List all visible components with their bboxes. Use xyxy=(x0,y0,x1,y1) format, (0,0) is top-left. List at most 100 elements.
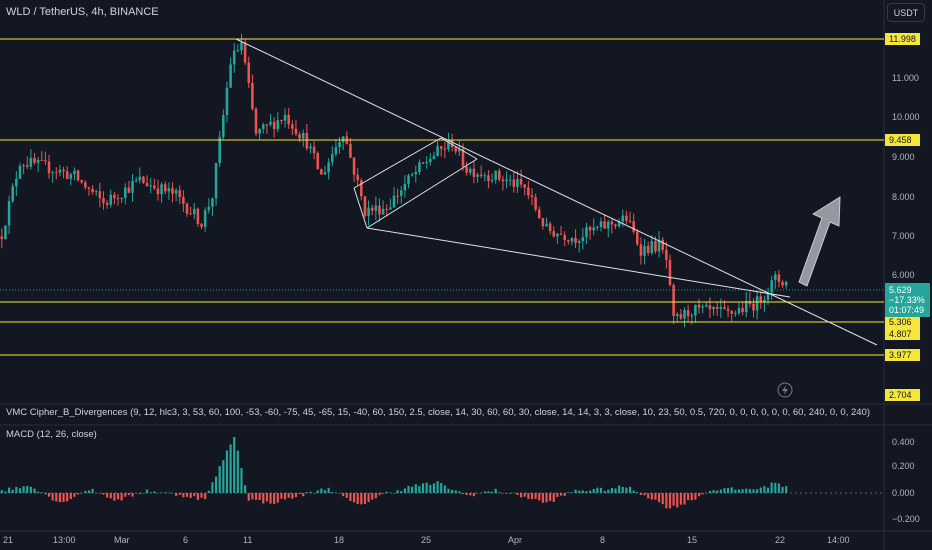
vmc-indicator-label[interactable]: VMC Cipher_B_Divergences (9, 12, hlc3, 3… xyxy=(6,407,870,418)
macd-bar xyxy=(752,489,755,493)
macd-bar xyxy=(520,493,523,498)
macd-bar xyxy=(95,493,98,494)
time-tick: 22 xyxy=(775,535,785,545)
candle-body xyxy=(516,178,519,187)
candle-body xyxy=(69,174,73,179)
macd-bar xyxy=(87,490,91,493)
macd-bar xyxy=(309,491,312,493)
candle-body xyxy=(138,176,142,181)
macd-bar xyxy=(178,493,181,495)
macd-bar xyxy=(716,490,719,493)
candle-body xyxy=(625,215,628,221)
arrow-up-icon xyxy=(798,196,841,287)
candle-body xyxy=(316,153,320,170)
macd-bar xyxy=(632,490,635,493)
candle-body xyxy=(617,221,621,227)
level-label: 4.807 xyxy=(889,329,912,339)
macd-bar xyxy=(657,493,661,503)
macd-bar xyxy=(552,493,555,502)
currency-select-button[interactable]: USDT xyxy=(887,3,925,22)
candle-body xyxy=(694,304,697,316)
macd-histogram xyxy=(0,436,788,509)
macd-bar xyxy=(421,483,425,493)
candle-body xyxy=(225,87,229,116)
macd-indicator-label[interactable]: MACD (12, 26, close) xyxy=(6,429,97,440)
candle-body xyxy=(683,310,686,319)
macd-bar xyxy=(269,493,272,504)
lightning-bolt-icon[interactable] xyxy=(777,382,793,398)
candle-body xyxy=(490,179,494,182)
macd-bar xyxy=(476,493,479,494)
wedge-lower-trendline[interactable] xyxy=(366,227,791,298)
channel-top-edge[interactable] xyxy=(440,137,478,160)
candle-body xyxy=(399,190,403,196)
macd-bar xyxy=(719,489,722,493)
macd-bar xyxy=(411,486,414,493)
time-axis[interactable]: 21 13:00 Mar 6 11 18 25 Apr 8 15 22 14:0… xyxy=(3,535,850,545)
macd-bar xyxy=(639,493,643,496)
macd-bar xyxy=(436,481,439,493)
macd-bar xyxy=(668,493,672,509)
candle-body xyxy=(548,223,552,232)
macd-bar xyxy=(505,493,508,494)
candle-body xyxy=(436,146,439,156)
candle-body xyxy=(47,161,51,174)
macd-bar xyxy=(287,493,290,498)
macd-bar xyxy=(98,493,101,494)
macd-bar xyxy=(570,492,574,493)
macd-tick: −0.200 xyxy=(892,514,920,524)
current-price-change: −17.33% xyxy=(889,295,925,305)
candle-body xyxy=(29,157,33,167)
candle-body xyxy=(603,221,606,229)
candle-body xyxy=(196,208,200,225)
macd-bar xyxy=(498,492,501,493)
candle-body xyxy=(378,205,381,215)
candle-body xyxy=(36,159,40,163)
channel-upper-line[interactable] xyxy=(353,137,442,189)
candle-body xyxy=(291,124,294,129)
channel-bottom-edge[interactable] xyxy=(353,187,368,229)
candle-body xyxy=(94,191,98,193)
macd-bar xyxy=(654,493,657,500)
macd-bar xyxy=(726,487,730,493)
macd-bar xyxy=(273,493,276,504)
macd-bar xyxy=(15,486,18,493)
candle-body xyxy=(218,137,221,164)
candle-body xyxy=(334,147,338,155)
candle-body xyxy=(80,180,83,183)
candle-body xyxy=(487,175,490,182)
candle-body xyxy=(556,233,559,237)
macd-bar xyxy=(392,492,396,494)
macd-bar xyxy=(512,492,515,494)
macd-bar xyxy=(26,485,29,493)
candle-body xyxy=(690,315,694,317)
candle-body xyxy=(665,249,668,260)
macd-bar xyxy=(774,482,777,493)
candle-body xyxy=(280,120,283,122)
macd-bar xyxy=(305,492,308,493)
macd-bar xyxy=(781,486,784,493)
time-tick: 18 xyxy=(334,535,344,545)
candle-body xyxy=(450,139,454,148)
macd-bar xyxy=(51,493,54,501)
macd-bar xyxy=(759,487,762,493)
macd-bar xyxy=(494,488,497,493)
macd-bar xyxy=(414,484,417,493)
projection-arrow[interactable] xyxy=(798,196,841,287)
macd-bar xyxy=(193,493,196,497)
candle-body xyxy=(632,221,635,232)
candle-body xyxy=(392,195,396,208)
candle-body xyxy=(657,239,661,252)
candlestick-series xyxy=(0,33,788,328)
level-label: 5.306 xyxy=(889,317,912,327)
candle-body xyxy=(537,209,541,219)
candle-body xyxy=(131,181,134,193)
macd-bar xyxy=(62,493,65,503)
channel-lower-line[interactable] xyxy=(366,158,478,229)
macd-scale[interactable]: 0.400 0.200 0.000 −0.200 xyxy=(892,437,920,524)
price-scale[interactable]: 11.000 10.000 9.000 8.000 7.000 6.000 xyxy=(892,73,920,280)
macd-bar xyxy=(207,490,210,493)
candle-body xyxy=(124,187,127,198)
macd-bar xyxy=(687,493,690,501)
